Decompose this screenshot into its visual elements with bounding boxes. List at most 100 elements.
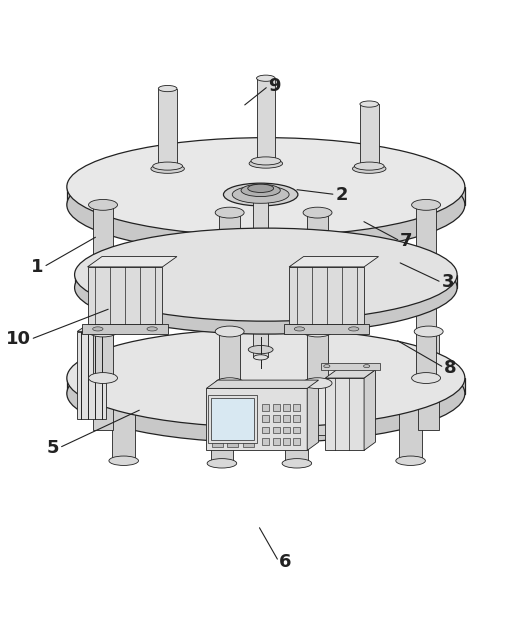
Bar bbox=[211, 398, 255, 440]
Bar bbox=[272, 427, 280, 434]
Ellipse shape bbox=[224, 183, 298, 206]
Ellipse shape bbox=[295, 327, 304, 331]
Ellipse shape bbox=[67, 344, 465, 442]
Ellipse shape bbox=[67, 138, 465, 236]
Ellipse shape bbox=[257, 75, 275, 82]
Bar bbox=[262, 427, 269, 434]
Ellipse shape bbox=[101, 386, 146, 401]
Polygon shape bbox=[307, 212, 328, 383]
Ellipse shape bbox=[360, 101, 379, 107]
Ellipse shape bbox=[215, 207, 244, 218]
Ellipse shape bbox=[248, 346, 273, 354]
Ellipse shape bbox=[93, 327, 103, 331]
Ellipse shape bbox=[303, 207, 332, 218]
Polygon shape bbox=[416, 205, 436, 378]
Ellipse shape bbox=[199, 383, 245, 399]
Polygon shape bbox=[257, 78, 275, 164]
Polygon shape bbox=[286, 391, 308, 463]
Ellipse shape bbox=[363, 365, 370, 368]
Bar bbox=[272, 404, 280, 411]
Polygon shape bbox=[88, 267, 162, 324]
Polygon shape bbox=[88, 257, 177, 267]
Bar bbox=[293, 438, 300, 445]
Ellipse shape bbox=[248, 184, 274, 193]
Ellipse shape bbox=[396, 456, 425, 465]
Ellipse shape bbox=[412, 200, 440, 210]
Bar bbox=[272, 438, 280, 445]
Polygon shape bbox=[399, 394, 422, 461]
Polygon shape bbox=[82, 324, 167, 334]
Polygon shape bbox=[93, 205, 113, 378]
Polygon shape bbox=[364, 370, 375, 451]
Ellipse shape bbox=[249, 159, 282, 168]
Ellipse shape bbox=[101, 382, 146, 397]
Polygon shape bbox=[418, 332, 439, 430]
Text: 2: 2 bbox=[335, 186, 348, 204]
Bar bbox=[272, 415, 280, 422]
Ellipse shape bbox=[412, 373, 440, 384]
Bar bbox=[293, 404, 300, 411]
Bar bbox=[293, 415, 300, 422]
Ellipse shape bbox=[199, 380, 245, 394]
Bar bbox=[227, 442, 238, 447]
Bar bbox=[212, 442, 223, 447]
Polygon shape bbox=[77, 325, 115, 332]
Bar bbox=[283, 404, 290, 411]
Bar bbox=[243, 442, 254, 447]
Text: 10: 10 bbox=[6, 331, 30, 348]
Ellipse shape bbox=[241, 184, 280, 197]
Ellipse shape bbox=[75, 228, 457, 321]
Ellipse shape bbox=[215, 326, 244, 337]
Bar bbox=[283, 438, 290, 445]
Polygon shape bbox=[206, 389, 307, 451]
Ellipse shape bbox=[254, 355, 268, 360]
Ellipse shape bbox=[303, 326, 332, 337]
Polygon shape bbox=[289, 267, 364, 324]
Ellipse shape bbox=[151, 164, 184, 173]
Ellipse shape bbox=[274, 383, 320, 399]
Text: 5: 5 bbox=[47, 439, 59, 457]
Text: 9: 9 bbox=[268, 77, 281, 95]
Ellipse shape bbox=[303, 378, 332, 389]
Ellipse shape bbox=[147, 327, 157, 331]
Ellipse shape bbox=[159, 85, 177, 92]
Polygon shape bbox=[206, 380, 319, 389]
Bar bbox=[262, 415, 269, 422]
Polygon shape bbox=[219, 212, 240, 383]
Polygon shape bbox=[75, 275, 457, 288]
Polygon shape bbox=[321, 363, 380, 370]
Ellipse shape bbox=[354, 162, 384, 170]
Text: 1: 1 bbox=[31, 258, 44, 276]
Polygon shape bbox=[360, 104, 379, 169]
Polygon shape bbox=[326, 370, 375, 378]
Ellipse shape bbox=[232, 186, 289, 204]
Ellipse shape bbox=[67, 155, 465, 254]
Polygon shape bbox=[112, 394, 135, 461]
Polygon shape bbox=[326, 378, 364, 451]
Bar bbox=[262, 404, 269, 411]
Text: 3: 3 bbox=[442, 274, 454, 291]
Polygon shape bbox=[67, 187, 465, 205]
Polygon shape bbox=[307, 332, 328, 435]
Ellipse shape bbox=[414, 326, 443, 337]
Polygon shape bbox=[77, 332, 106, 420]
Text: 7: 7 bbox=[400, 232, 413, 250]
Ellipse shape bbox=[388, 382, 433, 397]
Ellipse shape bbox=[215, 378, 244, 389]
Bar bbox=[283, 427, 290, 434]
Ellipse shape bbox=[349, 327, 359, 331]
Ellipse shape bbox=[352, 164, 386, 173]
Ellipse shape bbox=[89, 326, 118, 337]
Ellipse shape bbox=[324, 365, 330, 368]
Bar bbox=[283, 415, 290, 422]
Polygon shape bbox=[93, 332, 113, 430]
Ellipse shape bbox=[274, 380, 320, 394]
Polygon shape bbox=[211, 391, 233, 463]
Bar bbox=[293, 427, 300, 434]
Polygon shape bbox=[254, 202, 268, 357]
Ellipse shape bbox=[109, 456, 139, 465]
Ellipse shape bbox=[207, 459, 237, 468]
Polygon shape bbox=[289, 257, 379, 267]
Polygon shape bbox=[219, 332, 240, 435]
Polygon shape bbox=[159, 88, 177, 169]
